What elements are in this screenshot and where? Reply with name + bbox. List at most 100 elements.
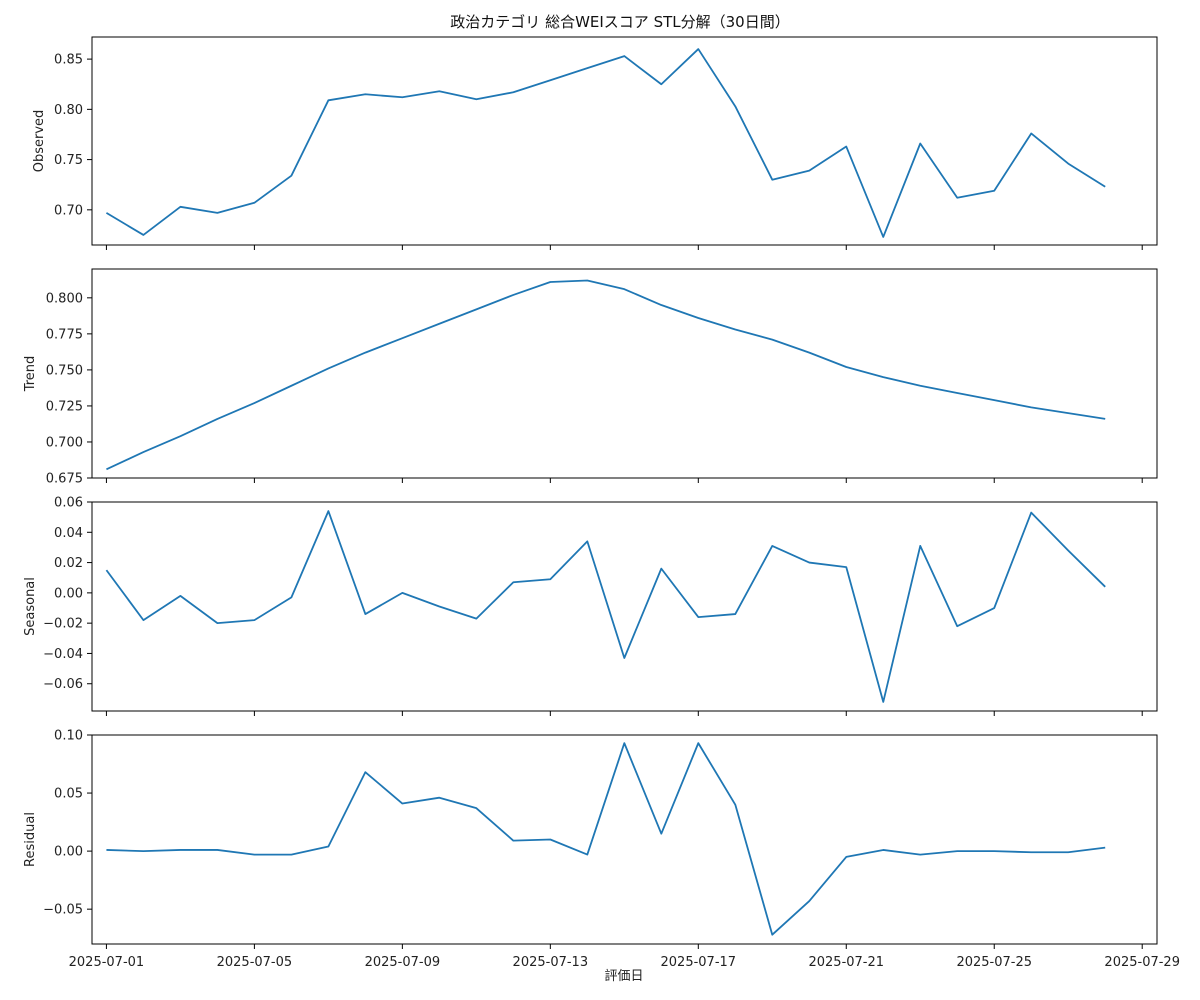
data-point (179, 595, 181, 597)
panel-trend: 0.675 0.700 0.725 0.750 0.775 0.800 Trend (23, 268, 1158, 487)
data-point (845, 366, 847, 368)
y-tick-label: −0.02 (43, 617, 83, 632)
data-point (438, 797, 440, 799)
y-axis-title: Trend (23, 356, 38, 393)
data-point (253, 202, 255, 204)
data-point (845, 566, 847, 568)
data-point (512, 294, 514, 296)
y-tick-label: 0.725 (46, 399, 83, 414)
x-tick-label: 2025-07-21 (808, 955, 884, 970)
data-point (1030, 132, 1032, 134)
data-point (1104, 186, 1106, 188)
series-line-trend (106, 279, 1106, 471)
y-tick-label: −0.06 (43, 677, 83, 692)
y-tick-label: 0.10 (54, 729, 83, 744)
data-point (993, 399, 995, 401)
y-tick-label: 0.75 (54, 153, 83, 168)
data-point (105, 212, 107, 214)
data-point (623, 657, 625, 659)
data-point (549, 838, 551, 840)
data-point (586, 67, 588, 69)
data-point (401, 592, 403, 594)
data-point (882, 701, 884, 703)
y-tick-label: 0.00 (54, 845, 83, 860)
y-tick-label: 0.70 (54, 203, 83, 218)
y-tick-label: 0.00 (54, 586, 83, 601)
data-point (956, 625, 958, 627)
data-point (142, 451, 144, 453)
data-point (586, 540, 588, 542)
data-point (179, 206, 181, 208)
data-point (586, 279, 588, 281)
data-point (401, 337, 403, 339)
series-line-seasonal (105, 510, 1106, 703)
panel-observed: 0.70 0.75 0.80 0.85 Observed (32, 36, 1158, 250)
series-line-residual (106, 742, 1106, 936)
data-point (919, 142, 921, 144)
data-point (364, 771, 366, 773)
data-point (734, 803, 736, 805)
data-point (771, 178, 773, 180)
data-point (1104, 418, 1106, 420)
data-point (438, 323, 440, 325)
data-point (660, 83, 662, 85)
data-point (105, 468, 107, 470)
y-tick-label: 0.675 (46, 472, 83, 487)
data-point (1067, 162, 1069, 164)
data-point (586, 853, 588, 855)
data-point (327, 99, 329, 101)
axes-frame (91, 36, 1158, 246)
data-point (438, 605, 440, 607)
data-point (697, 317, 699, 319)
data-point (290, 174, 292, 176)
figure-title: 政治カテゴリ 総合WEIスコア STL分解（30日間） (450, 13, 789, 31)
data-point (660, 832, 662, 834)
data-point (253, 619, 255, 621)
data-point (919, 385, 921, 387)
data-point (549, 578, 551, 580)
data-point (771, 338, 773, 340)
data-point (512, 839, 514, 841)
y-tick-label: 0.06 (54, 496, 83, 511)
data-point (1030, 406, 1032, 408)
data-point (512, 91, 514, 93)
data-point (993, 850, 995, 852)
y-tick-label: 0.800 (46, 291, 83, 306)
data-point (1104, 846, 1106, 848)
y-tick-label: 0.02 (54, 556, 83, 571)
x-tick-label: 2025-07-05 (217, 955, 293, 970)
data-point (475, 617, 477, 619)
data-point (475, 807, 477, 809)
data-point (105, 849, 107, 851)
x-tick-label: 2025-07-17 (661, 955, 737, 970)
data-point (253, 402, 255, 404)
y-tick-label: 0.85 (54, 53, 83, 68)
data-point (512, 581, 514, 583)
data-point (216, 849, 218, 851)
data-point (734, 328, 736, 330)
axes-frame (91, 501, 1158, 712)
data-point (993, 190, 995, 192)
data-point (1030, 511, 1032, 513)
y-tick-label: −0.04 (43, 647, 83, 662)
data-point (882, 236, 884, 238)
data-point (919, 545, 921, 547)
data-point (697, 616, 699, 618)
data-point (808, 561, 810, 563)
data-point (216, 622, 218, 624)
data-point (697, 48, 699, 50)
data-point (660, 304, 662, 306)
data-point (253, 853, 255, 855)
data-point (1067, 851, 1069, 853)
x-tick-label: 2025-07-29 (1104, 955, 1180, 970)
data-point (956, 850, 958, 852)
data-point (216, 212, 218, 214)
data-point (364, 613, 366, 615)
data-point (1104, 586, 1106, 588)
data-point (364, 93, 366, 95)
data-point (549, 79, 551, 81)
data-point (1067, 549, 1069, 551)
data-point (438, 90, 440, 92)
data-point (142, 234, 144, 236)
y-tick-label: 0.80 (54, 103, 83, 118)
